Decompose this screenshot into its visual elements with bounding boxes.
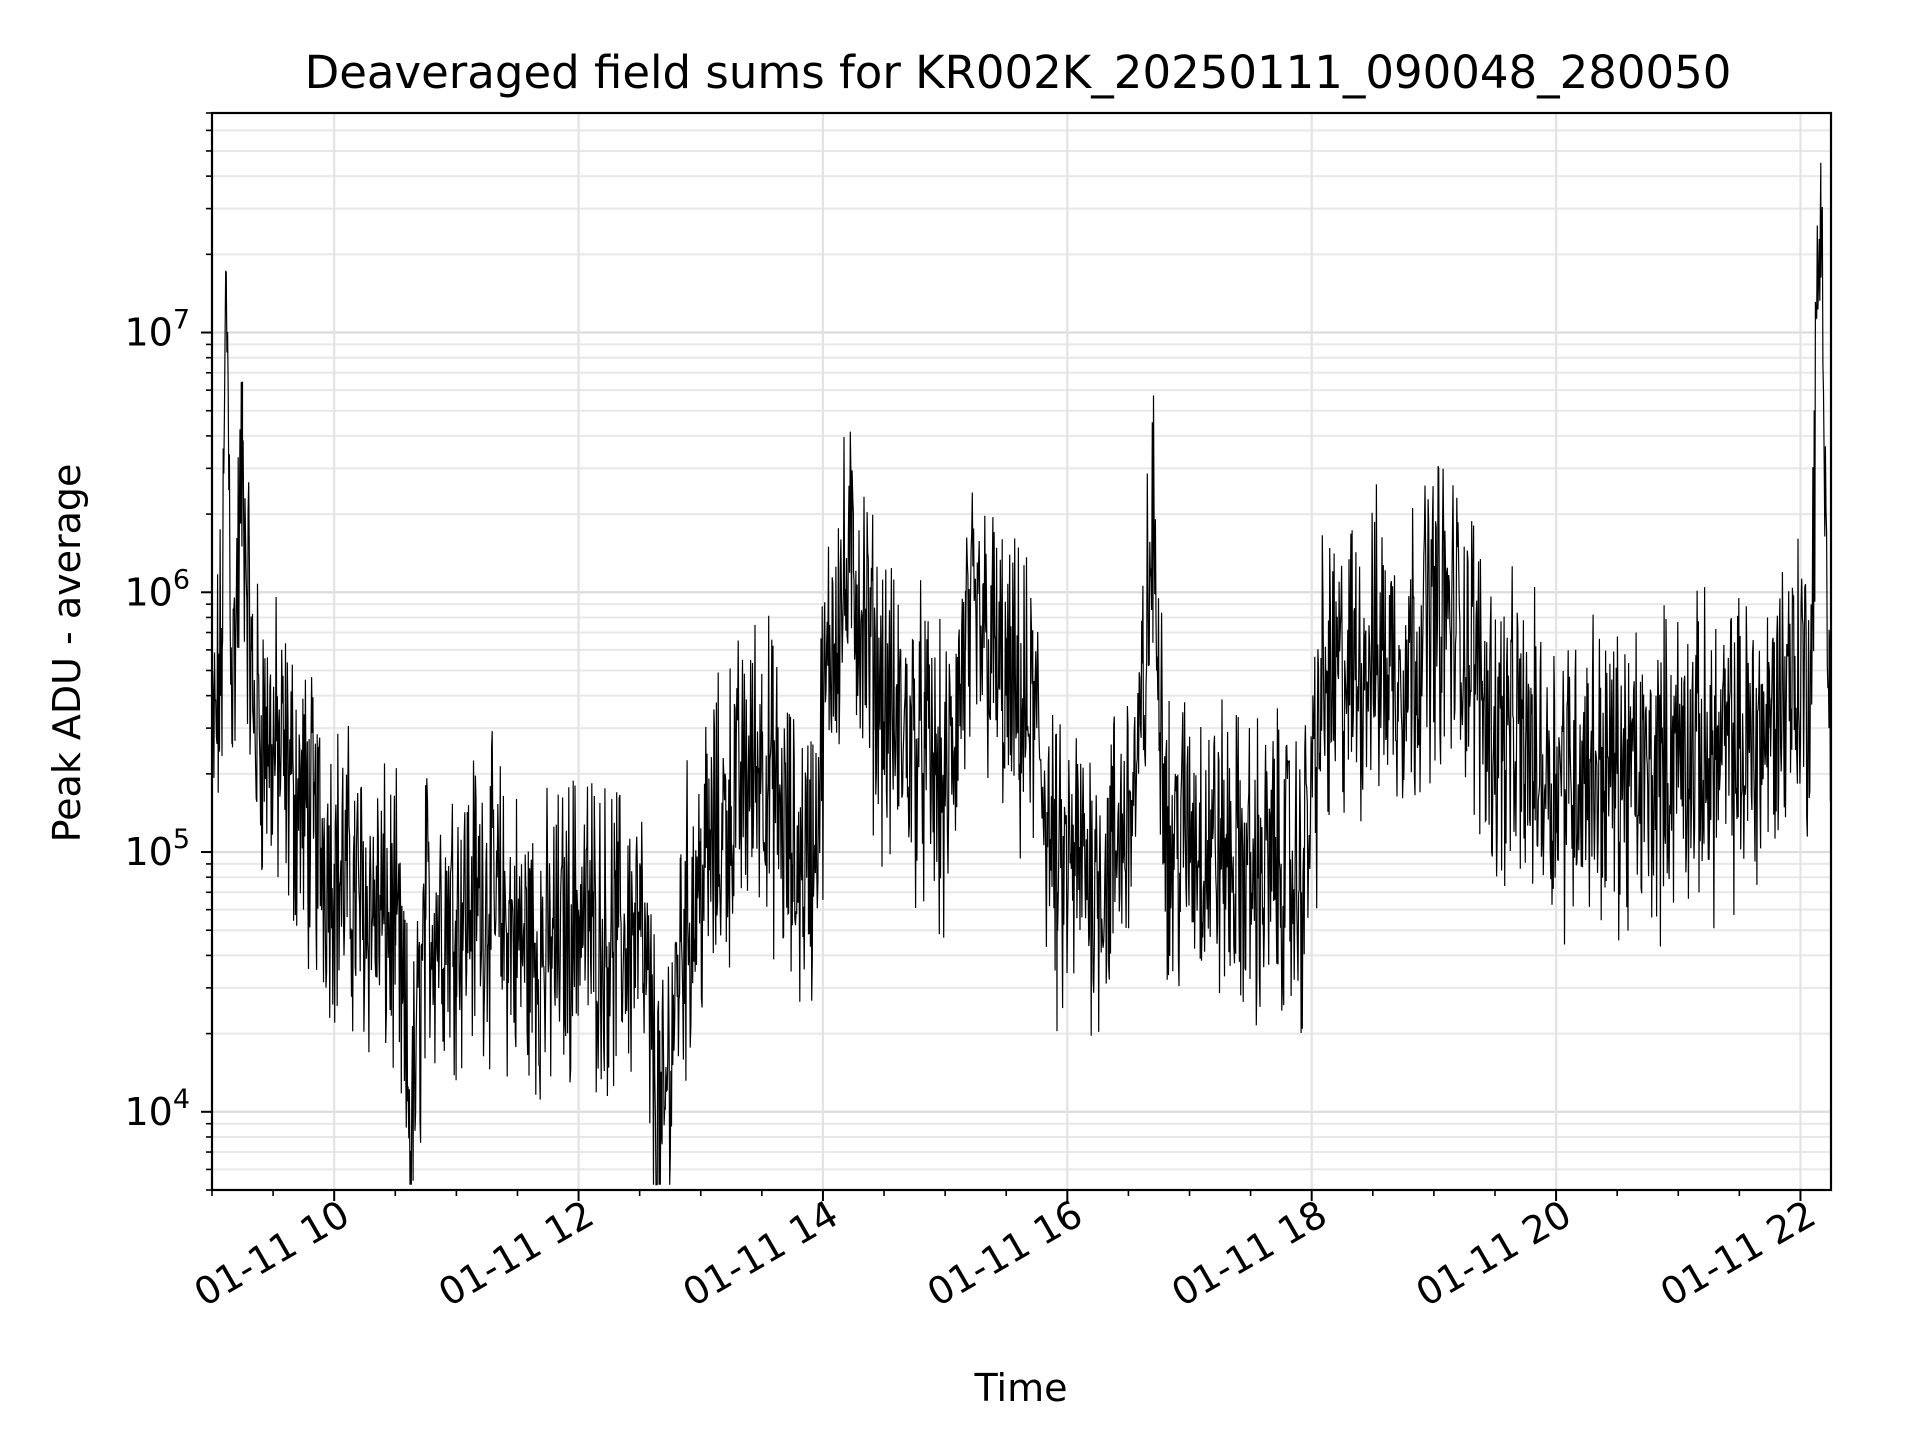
x-axis-label: Time — [974, 1366, 1068, 1410]
x-tick-label: 01-11 16 — [920, 1192, 1090, 1316]
y-tick-label: 104 — [124, 1084, 190, 1134]
series-line — [211, 162, 1832, 1186]
plot-frame — [210, 111, 1833, 1192]
x-tick-label: 01-11 22 — [1653, 1192, 1823, 1316]
x-tick-label: 01-11 14 — [675, 1192, 845, 1316]
x-tick-label: 01-11 12 — [431, 1192, 601, 1316]
y-tick-label: 106 — [124, 564, 190, 614]
x-tick-label: 01-11 10 — [187, 1192, 357, 1316]
y-axis-ticks: 104 105 106 107 — [124, 112, 212, 1191]
chart-title: Deaveraged field sums for KR002K_2025011… — [305, 46, 1732, 99]
x-axis-ticks: 01-11 10 01-11 12 01-11 14 01-11 16 01-11 18… — [187, 1190, 1823, 1315]
grid-vertical — [333, 113, 1802, 1190]
x-tick-label: 01-11 20 — [1409, 1192, 1579, 1316]
y-axis-label: Peak ADU - average — [45, 464, 89, 843]
grid-major-horizontal — [212, 331, 1831, 1113]
y-tick-label: 105 — [124, 824, 190, 874]
x-tick-label: 01-11 18 — [1164, 1192, 1334, 1316]
y-tick-label: 107 — [124, 305, 190, 355]
